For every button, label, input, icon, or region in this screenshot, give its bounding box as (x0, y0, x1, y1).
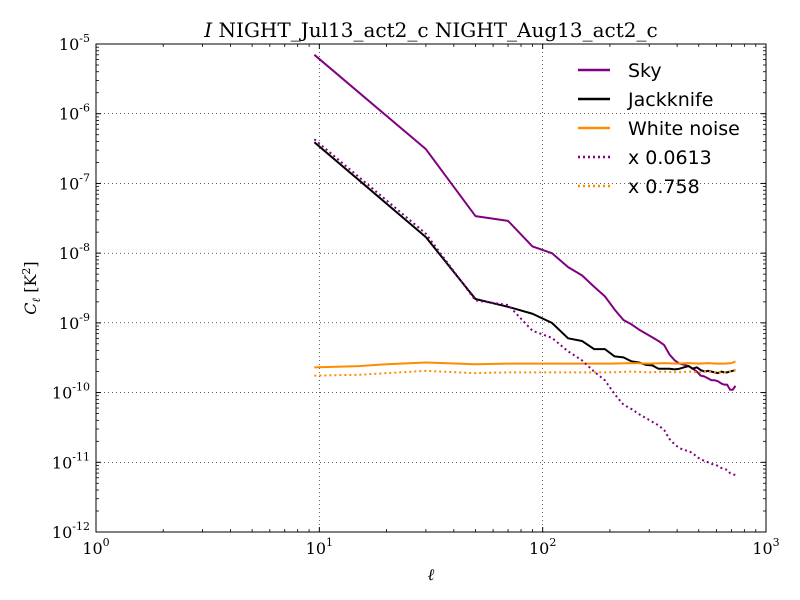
legend-label: Sky (628, 60, 662, 82)
legend-label: x 0.0613 (628, 147, 712, 169)
series-line-x-0-0613 (313, 138, 736, 477)
series-layer (313, 54, 737, 477)
legend: Sky Jackknife White noise x 0.0613 x 0.758 (578, 60, 740, 198)
series-line-x-0-758 (314, 369, 736, 377)
x-tick-label: 100 (82, 536, 109, 558)
series-line-sky (313, 54, 737, 391)
series-line-jackknife (313, 141, 736, 375)
y-axis-label-unit-end: ] (21, 261, 40, 267)
x-tick-label: 103 (752, 536, 779, 558)
y-tick-label: 10-8 (59, 241, 90, 263)
y-axis-label-unit: [K (21, 274, 40, 298)
y-axis-label-main: C (21, 302, 40, 314)
x-axis-label: ℓ (428, 565, 435, 584)
grid (96, 44, 766, 532)
chart-title-rest: NIGHT_Jul13_act2_c NIGHT_Aug13_act2_c (212, 18, 658, 42)
plot-frame (95, 43, 767, 533)
y-tick-label: 10-12 (52, 520, 90, 542)
y-tick-label: 10-6 (59, 102, 90, 124)
legend-label: Jackknife (627, 89, 713, 111)
legend-label: White noise (628, 118, 740, 140)
y-axis-label: Cℓ [K2] (20, 261, 43, 314)
y-tick-label: 10-7 (59, 171, 90, 193)
x-tick-label: 101 (306, 536, 333, 558)
y-tick-label: 10-9 (59, 311, 90, 333)
y-axis-label-unit-sup: 2 (20, 268, 33, 275)
legend-label: x 0.758 (628, 176, 700, 198)
chart-title: I NIGHT_Jul13_act2_c NIGHT_Aug13_act2_c (203, 18, 657, 42)
chart-title-prefix: I (203, 18, 213, 42)
x-tick-label: 102 (529, 536, 556, 558)
y-axis-label-sub: ℓ (30, 297, 43, 302)
y-tick-label: 10-10 (52, 381, 90, 403)
y-tick-label: 10-11 (52, 450, 90, 472)
ticks: 100 101 102 103 10-12 10-11 10-10 10-9 10-8 10-7 1… (52, 32, 780, 558)
y-tick-label: 10-5 (59, 32, 90, 54)
series-line-white-noise (314, 360, 736, 369)
